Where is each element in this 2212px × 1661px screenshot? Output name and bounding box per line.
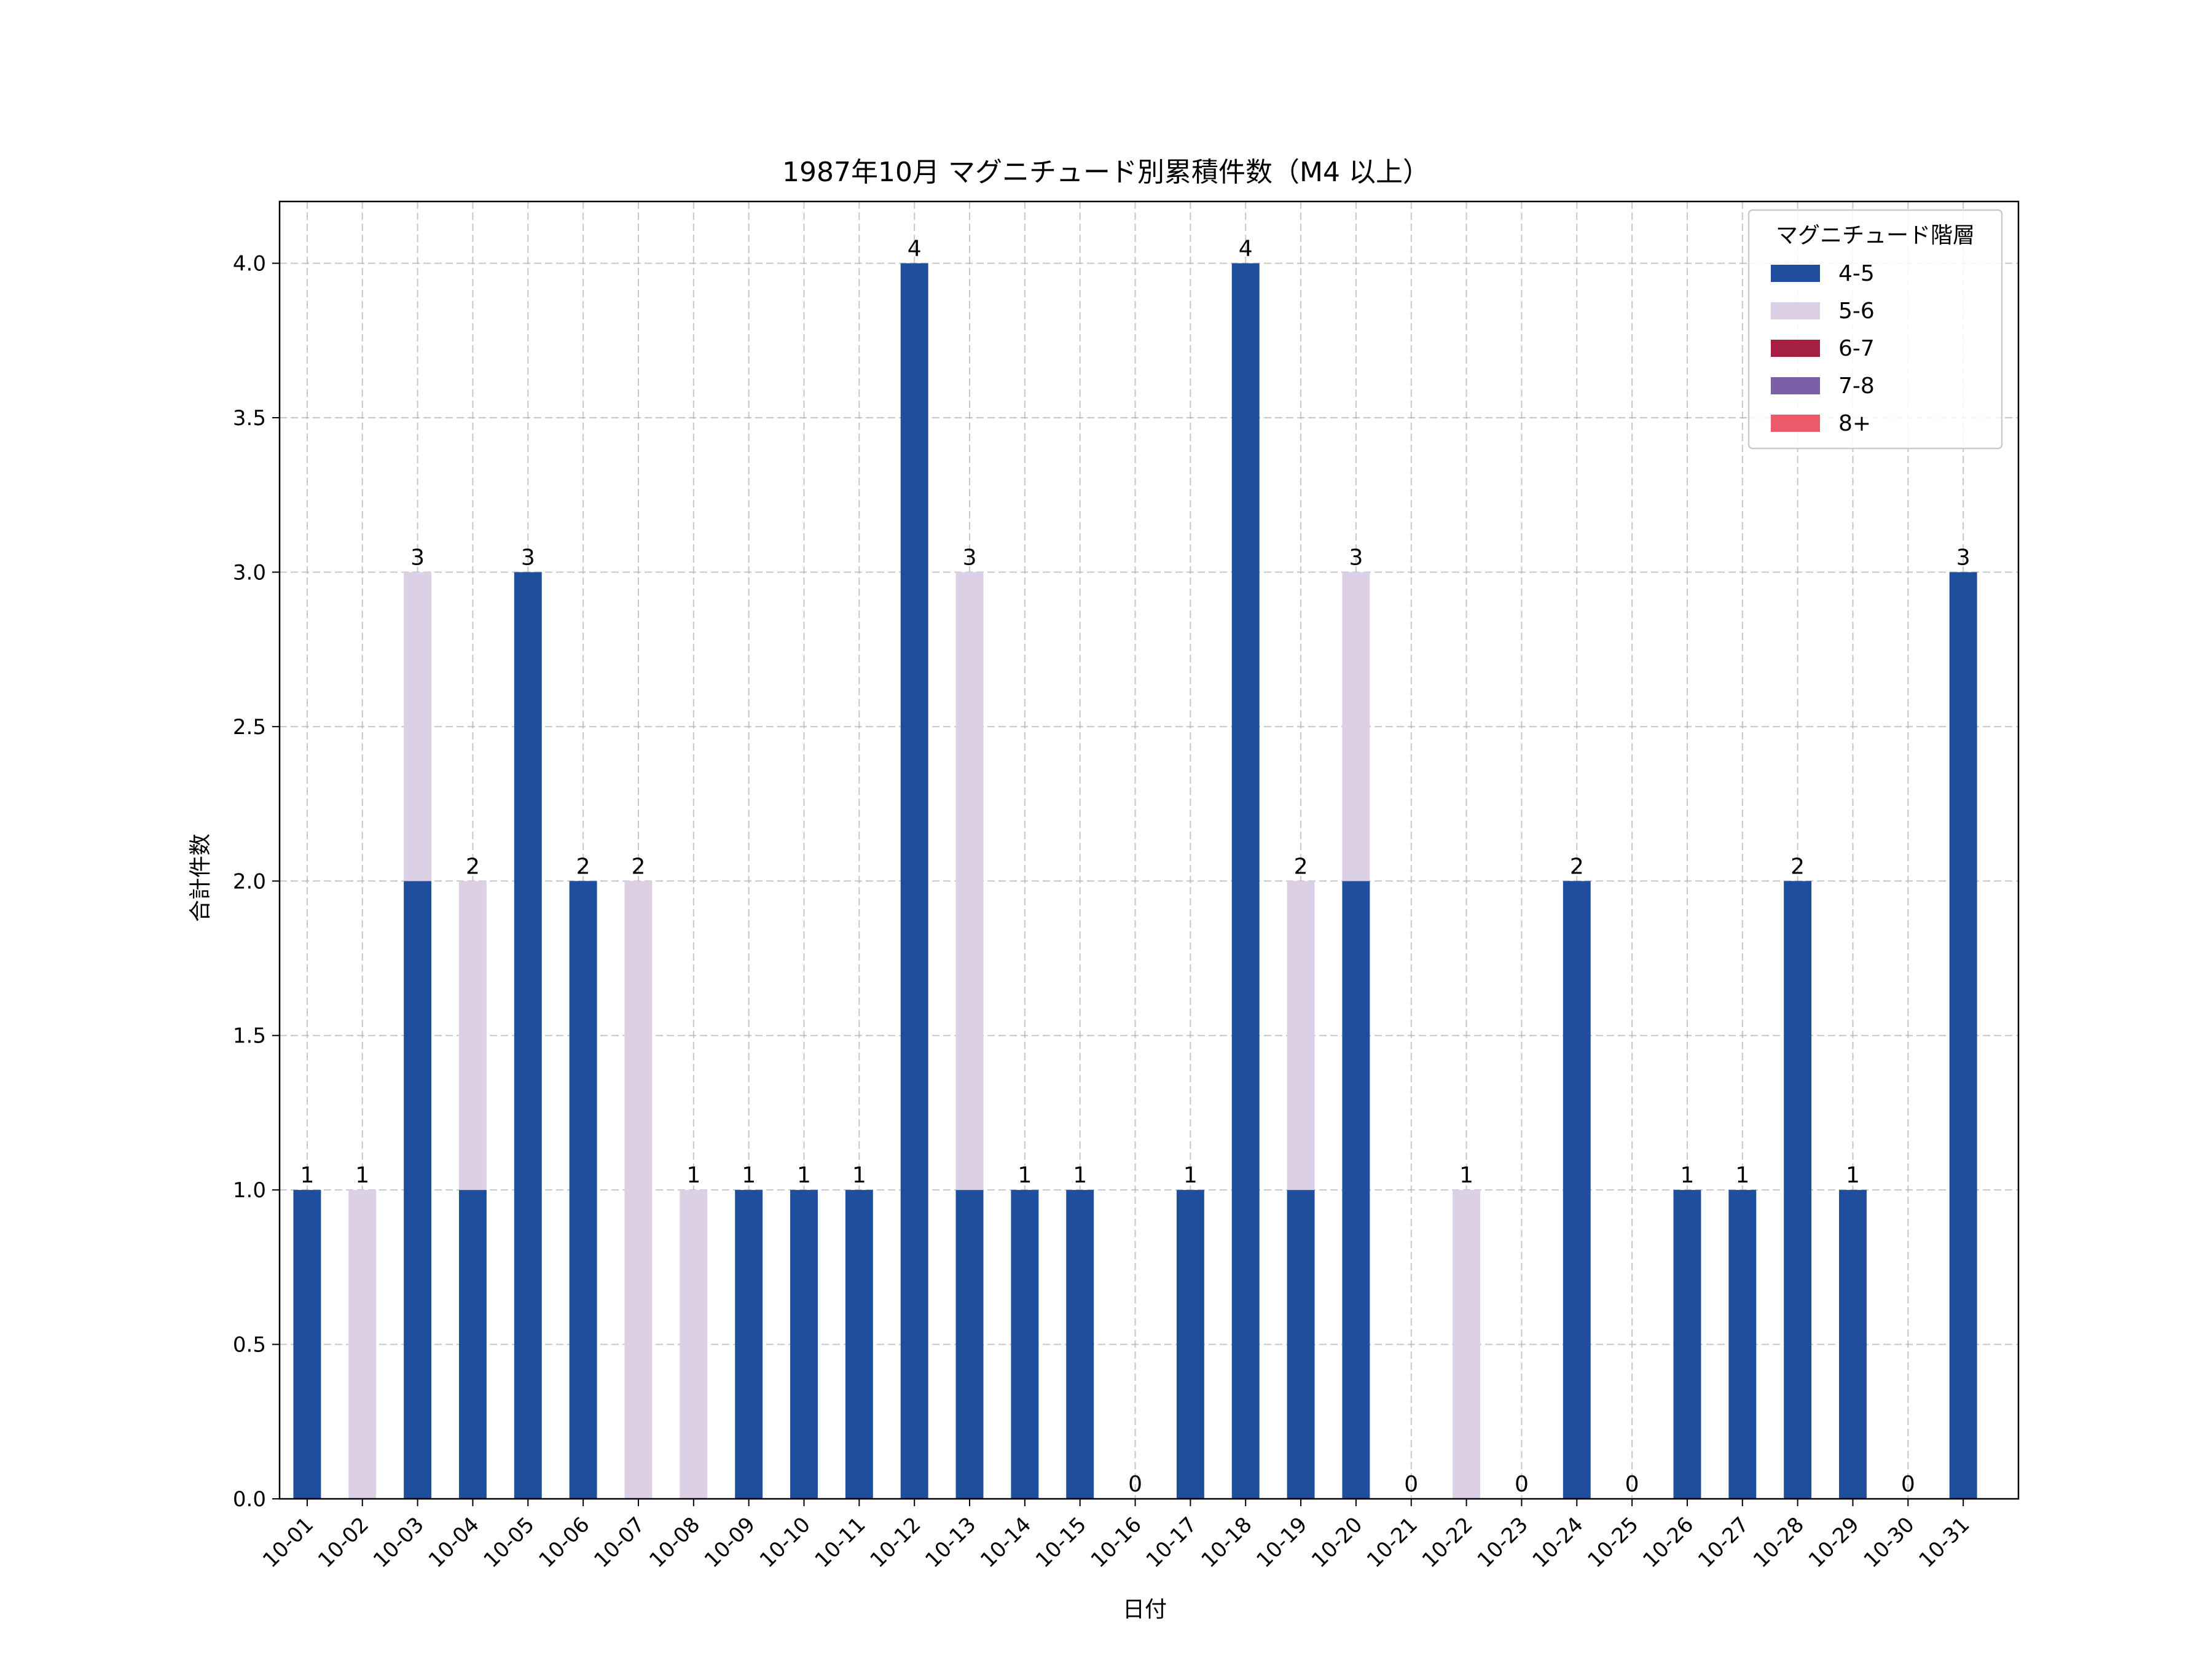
bar-segment-5-6 bbox=[458, 881, 487, 1190]
y-axis: 0.0 0.5 1.0 1.5 2.0 2.5 3.0 3.5 4.0 bbox=[233, 252, 280, 1512]
bar-total-label: 0 bbox=[1404, 1472, 1418, 1497]
bar-segment-4-5 bbox=[900, 263, 928, 1499]
bar-total-label: 2 bbox=[576, 854, 590, 879]
bar-total-label: 1 bbox=[1459, 1163, 1473, 1188]
bar-total-label: 1 bbox=[797, 1163, 811, 1188]
y-tick-label: 3.5 bbox=[233, 406, 266, 431]
bar-total-label: 2 bbox=[1570, 854, 1584, 879]
bar-segment-5-6 bbox=[1342, 572, 1370, 881]
bar-segment-4-5 bbox=[1949, 572, 1977, 1499]
bar-segment-4-5 bbox=[1784, 881, 1812, 1499]
bar-segment-4-5 bbox=[1563, 881, 1591, 1499]
bar-total-label: 3 bbox=[1349, 545, 1363, 570]
x-axis-label: 日付 bbox=[1123, 1597, 1167, 1622]
bar-segment-4-5 bbox=[1728, 1190, 1757, 1499]
chart-title: 1987年10月 マグニチュード別累積件数（M4 以上） bbox=[782, 157, 1430, 188]
y-tick-label: 3.0 bbox=[233, 560, 266, 585]
y-tick-label: 4.0 bbox=[233, 252, 266, 276]
bar-total-label: 2 bbox=[1790, 854, 1805, 879]
bar-segment-4-5 bbox=[1839, 1190, 1867, 1499]
bar-total-label: 1 bbox=[742, 1163, 756, 1188]
bar-segment-4-5 bbox=[1011, 1190, 1039, 1499]
y-tick-label: 2.0 bbox=[233, 869, 266, 894]
bar-segment-4-5 bbox=[404, 881, 432, 1499]
y-tick-label: 1.0 bbox=[233, 1178, 266, 1203]
bar-total-label: 0 bbox=[1901, 1472, 1915, 1497]
bar-total-label: 2 bbox=[466, 854, 480, 879]
bar-segment-5-6 bbox=[624, 881, 653, 1499]
bar-total-label: 1 bbox=[300, 1163, 314, 1188]
bar-segment-4-5 bbox=[458, 1190, 487, 1499]
legend-label: 4-5 bbox=[1838, 261, 1875, 286]
bar-segment-5-6 bbox=[1453, 1190, 1481, 1499]
bar-total-label: 2 bbox=[632, 854, 646, 879]
legend-swatch-8+ bbox=[1771, 415, 1820, 432]
y-tick-label: 1.5 bbox=[233, 1024, 266, 1049]
bar-total-label: 4 bbox=[908, 236, 922, 262]
legend-label: 5-6 bbox=[1838, 299, 1875, 324]
y-tick-label: 0.0 bbox=[233, 1487, 266, 1512]
bar-segment-5-6 bbox=[680, 1190, 708, 1499]
bar-total-label: 1 bbox=[1735, 1163, 1749, 1188]
legend-title: マグニチュード階層 bbox=[1776, 223, 1975, 248]
legend-label: 7-8 bbox=[1838, 373, 1875, 399]
bar-total-label: 1 bbox=[852, 1163, 866, 1188]
legend-label: 6-7 bbox=[1838, 336, 1875, 361]
bar-segment-4-5 bbox=[790, 1190, 818, 1499]
legend-swatch-6-7 bbox=[1771, 340, 1820, 357]
bar-total-label: 2 bbox=[1294, 854, 1308, 879]
y-axis-label: 合計件数 bbox=[188, 834, 213, 922]
bar-total-label: 3 bbox=[963, 545, 977, 570]
bar-total-label: 1 bbox=[686, 1163, 700, 1188]
bar-total-label: 3 bbox=[410, 545, 425, 570]
bar-total-label: 4 bbox=[1239, 236, 1253, 262]
data-labels: 1 1 3 2 3 2 2 1 1 1 1 4 3 1 1 0 1 4 2 3 0 1 0 2 0 1 1 2 1 0 3 bbox=[300, 236, 1970, 1497]
bar-segment-4-5 bbox=[955, 1190, 984, 1499]
bar-segment-5-6 bbox=[955, 572, 984, 1190]
bar-total-label: 1 bbox=[1018, 1163, 1032, 1188]
bar-segment-5-6 bbox=[404, 572, 432, 881]
bar-total-label: 1 bbox=[1846, 1163, 1860, 1188]
bar-segment-4-5 bbox=[1066, 1190, 1094, 1499]
plot-frame bbox=[278, 200, 2020, 1500]
bar-total-label: 1 bbox=[1680, 1163, 1694, 1188]
bar-segment-4-5 bbox=[1342, 881, 1370, 1499]
bar-total-label: 1 bbox=[355, 1163, 369, 1188]
bar-total-label: 3 bbox=[521, 545, 535, 570]
bar-total-label: 3 bbox=[1956, 545, 1971, 570]
legend-swatch-4-5 bbox=[1771, 265, 1820, 282]
bar-total-label: 1 bbox=[1073, 1163, 1087, 1188]
legend: マグニチュード階層 4-5 5-6 6-7 7-8 8+ bbox=[1747, 209, 2003, 450]
legend-swatch-7-8 bbox=[1771, 377, 1820, 394]
bar-segment-4-5 bbox=[569, 881, 597, 1499]
bar-segment-4-5 bbox=[1231, 263, 1260, 1499]
bar-segment-4-5 bbox=[1673, 1190, 1701, 1499]
bar-total-label: 0 bbox=[1515, 1472, 1529, 1497]
bar-segment-4-5 bbox=[514, 572, 542, 1499]
bar-segment-4-5 bbox=[1287, 1190, 1315, 1499]
legend-label: 8+ bbox=[1838, 411, 1871, 436]
legend-swatch-5-6 bbox=[1771, 302, 1820, 319]
y-tick-label: 0.5 bbox=[233, 1333, 266, 1358]
bar-segment-4-5 bbox=[845, 1190, 873, 1499]
bar-segment-5-6 bbox=[1287, 881, 1315, 1190]
bar-total-label: 0 bbox=[1625, 1472, 1639, 1497]
bars bbox=[293, 263, 1977, 1499]
bar-segment-5-6 bbox=[348, 1190, 377, 1499]
bar-segment-4-5 bbox=[293, 1190, 321, 1499]
bar-total-label: 1 bbox=[1183, 1163, 1198, 1188]
bar-segment-4-5 bbox=[1176, 1190, 1204, 1499]
bar-total-label: 0 bbox=[1128, 1472, 1142, 1497]
y-tick-label: 2.5 bbox=[233, 715, 266, 740]
bar-segment-4-5 bbox=[735, 1190, 763, 1499]
